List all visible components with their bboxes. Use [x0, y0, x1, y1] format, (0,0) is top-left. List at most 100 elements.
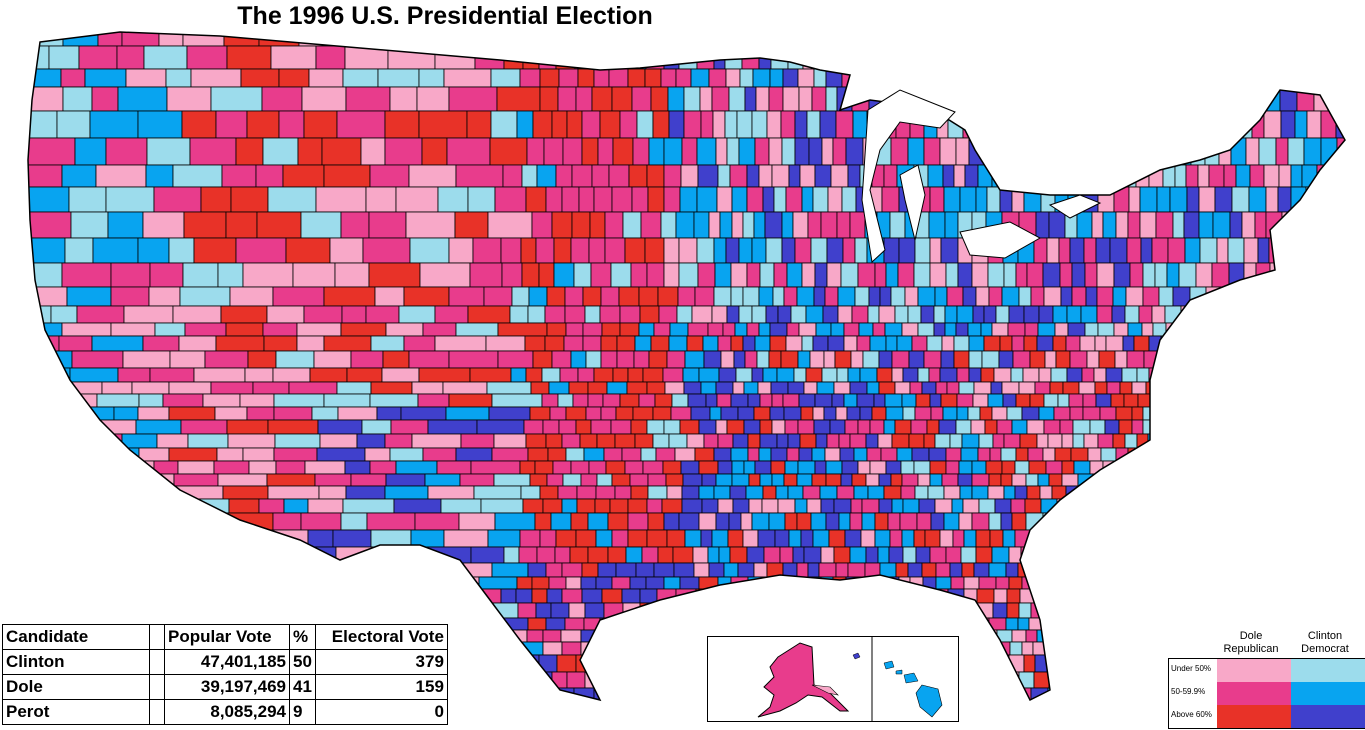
county-region: [801, 186, 814, 213]
county-region: [368, 262, 421, 288]
county-region: [1121, 367, 1138, 383]
county-region: [562, 473, 582, 487]
county-region: [1078, 86, 1097, 112]
county-region: [607, 512, 629, 531]
county-region: [891, 498, 904, 514]
county-region: [142, 335, 180, 352]
county-region: [988, 617, 1007, 631]
county-region: [1097, 512, 1110, 531]
county-region: [926, 335, 943, 352]
county-region: [1071, 576, 1088, 590]
county-region: [1280, 588, 1299, 604]
county-region: [682, 473, 703, 487]
county-region: [1185, 641, 1201, 656]
county-region: [1330, 381, 1343, 395]
popular-vote: 47,401,185: [164, 649, 290, 675]
county-region: [548, 381, 570, 395]
county-region: [267, 485, 320, 500]
county-region: [1155, 498, 1168, 514]
county-region: [1250, 305, 1267, 324]
county-region: [953, 164, 966, 188]
county-region: [960, 546, 977, 564]
county-region: [570, 512, 589, 531]
county-region: [665, 701, 683, 717]
county-region: [1343, 419, 1345, 435]
county-region: [858, 322, 874, 337]
county-region: [942, 164, 955, 188]
county-region: [1265, 186, 1279, 213]
county-region: [582, 335, 602, 352]
county-region: [380, 546, 426, 564]
county-region: [519, 654, 540, 673]
county-region: [1294, 110, 1308, 139]
county-region: [971, 641, 986, 656]
county-region: [1267, 485, 1285, 500]
county-region: [329, 237, 364, 264]
county-region: [957, 473, 973, 487]
county-region: [802, 485, 821, 500]
county-region: [730, 393, 749, 408]
county-region: [28, 602, 65, 619]
county-region: [994, 45, 1007, 70]
candidate-name: Perot: [2, 699, 150, 725]
county-region: [686, 433, 705, 449]
county-region: [1322, 262, 1340, 288]
county-region: [967, 322, 982, 337]
county-region: [587, 381, 608, 395]
county-region: [993, 367, 1012, 383]
county-region: [1144, 602, 1160, 619]
county-region: [1302, 512, 1317, 531]
county-region: [779, 546, 794, 564]
county-region: [179, 286, 231, 307]
county-region: [589, 211, 606, 239]
county-region: [768, 86, 784, 112]
county-region: [987, 393, 1004, 408]
county-region: [166, 86, 212, 112]
county-region: [1230, 68, 1247, 88]
county-region: [799, 433, 817, 449]
county-region: [1215, 68, 1232, 88]
county-region: [796, 562, 809, 578]
county-region: [63, 602, 112, 619]
county-region: [1320, 110, 1337, 139]
county-region: [1261, 32, 1276, 47]
county-region: [855, 32, 873, 47]
county-region: [833, 498, 852, 514]
county-region: [962, 286, 977, 307]
county-region: [361, 419, 392, 435]
county-region: [1073, 460, 1091, 475]
county-region: [193, 367, 246, 383]
county-region: [753, 562, 768, 578]
county-region: [1180, 562, 1195, 578]
county-region: [945, 32, 958, 47]
county-region: [1252, 45, 1269, 70]
county-region: [1338, 262, 1345, 288]
county-region: [683, 86, 701, 112]
county-region: [1292, 211, 1306, 239]
county-region: [301, 86, 347, 112]
county-region: [336, 381, 372, 395]
county-region: [976, 110, 994, 139]
county-region: [485, 335, 526, 352]
county-region: [1009, 110, 1026, 139]
county-region: [285, 237, 331, 264]
county-region: [720, 350, 735, 369]
county-region: [674, 447, 696, 462]
county-region: [1008, 305, 1025, 324]
county-region: [455, 164, 504, 188]
county-region: [558, 32, 576, 47]
county-region: [542, 641, 563, 656]
county-region: [1215, 393, 1233, 408]
county-region: [712, 110, 726, 139]
county-region: [110, 286, 150, 307]
county-region: [1202, 45, 1221, 70]
county-region: [956, 393, 974, 408]
county-region: [160, 498, 191, 514]
county-region: [717, 335, 732, 352]
county-region: [964, 164, 979, 188]
county-region: [1009, 137, 1023, 166]
county-region: [877, 433, 893, 449]
county-region: [1048, 473, 1063, 487]
county-region: [780, 110, 796, 139]
county-region: [228, 498, 260, 514]
